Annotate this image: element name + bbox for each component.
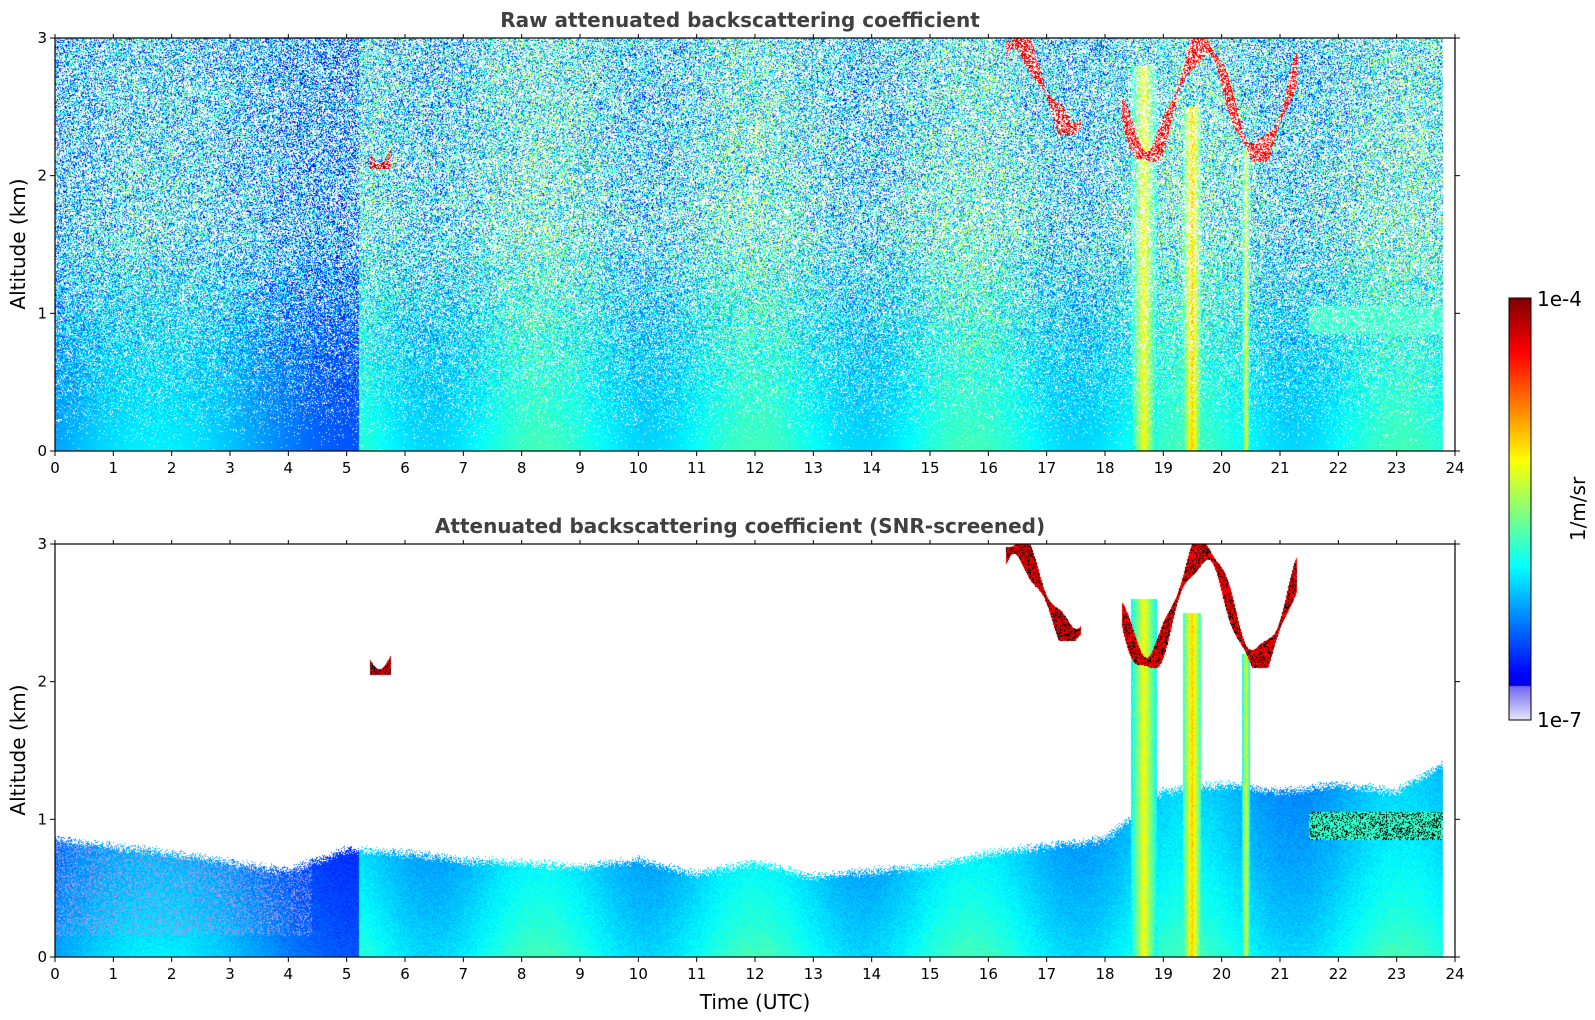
colorbar-max-label: 1e-4: [1537, 287, 1582, 311]
raw-x-tick-label: 19: [1154, 459, 1173, 477]
raw-x-tick-label: 14: [862, 459, 881, 477]
raw-backscatter-panel: Raw attenuated backscattering coefficien…: [6, 8, 1465, 477]
screened-x-tick-label: 19: [1154, 965, 1173, 983]
screened-x-axis: 0 1 2 3 4 5 6 7 8 9 10 11 12 13 14 15 16 17 18 19 20 21 22 23 24: [50, 540, 1465, 983]
raw-x-tick-label: 17: [1037, 459, 1056, 477]
raw-x-tick-label: 11: [687, 459, 706, 477]
colorbar: 1e-4 1e-7 1/m/sr: [1508, 287, 1590, 732]
raw-y-axis-label: Altitude (km): [6, 178, 30, 309]
screened-x-tick-label: 5: [342, 965, 352, 983]
screened-x-tick-label: 23: [1387, 965, 1406, 983]
screened-x-tick-label: 12: [745, 965, 764, 983]
raw-panel-title: Raw attenuated backscattering coefficien…: [500, 8, 980, 32]
raw-x-tick-label: 20: [1212, 459, 1231, 477]
screened-y-tick-label: 1: [37, 810, 47, 828]
raw-backscatter-heatmap: [55, 38, 1455, 451]
raw-x-tick-label: 10: [629, 459, 648, 477]
screened-y-axis: 0 1 2 3: [37, 535, 1460, 966]
raw-x-tick-label: 4: [284, 459, 294, 477]
screened-x-tick-label: 18: [1095, 965, 1114, 983]
screened-y-axis-label: Altitude (km): [6, 684, 30, 815]
raw-x-tick-label: 7: [459, 459, 469, 477]
screened-x-tick-label: 4: [284, 965, 294, 983]
screened-x-tick-label: 6: [400, 965, 410, 983]
screened-x-tick-label: 21: [1270, 965, 1289, 983]
raw-x-axis: 0 1 2 3 4 5 6 7 8 9 10 11 12 13 14 15 16 17 18 19 20 21 22 23 24: [50, 34, 1465, 477]
colorbar-label: 1/m/sr: [1566, 476, 1590, 541]
raw-x-tick-label: 9: [575, 459, 585, 477]
screened-x-tick-label: 2: [167, 965, 177, 983]
colorbar-frame: [1508, 297, 1532, 721]
screened-x-tick-label: 10: [629, 965, 648, 983]
screened-x-tick-label: 15: [920, 965, 939, 983]
raw-x-tick-label: 16: [979, 459, 998, 477]
screened-y-tick-label: 0: [37, 948, 47, 966]
screened-backscatter-heatmap: [55, 544, 1455, 957]
raw-x-tick-label: 21: [1270, 459, 1289, 477]
raw-x-tick-label: 12: [745, 459, 764, 477]
raw-y-tick-label: 1: [37, 304, 47, 322]
screened-x-tick-label: 13: [804, 965, 823, 983]
raw-x-tick-label: 8: [517, 459, 527, 477]
raw-x-tick-label: 1: [109, 459, 119, 477]
raw-x-tick-label: 23: [1387, 459, 1406, 477]
screened-x-tick-label: 7: [459, 965, 469, 983]
raw-y-axis: 0 1 2 3: [37, 29, 1460, 460]
raw-x-tick-label: 2: [167, 459, 177, 477]
screened-x-tick-label: 9: [575, 965, 585, 983]
raw-x-tick-label: 3: [225, 459, 235, 477]
screened-x-tick-label: 0: [50, 965, 60, 983]
screened-x-tick-label: 24: [1445, 965, 1464, 983]
screened-x-tick-label: 3: [225, 965, 235, 983]
colorbar-min-label: 1e-7: [1537, 708, 1582, 732]
raw-x-tick-label: 13: [804, 459, 823, 477]
screened-x-tick-label: 14: [862, 965, 881, 983]
screened-x-tick-label: 8: [517, 965, 527, 983]
x-axis-label: Time (UTC): [699, 990, 811, 1014]
raw-x-tick-label: 15: [920, 459, 939, 477]
colorbar-gradient: [1509, 298, 1531, 720]
raw-x-tick-label: 18: [1095, 459, 1114, 477]
screened-x-tick-label: 17: [1037, 965, 1056, 983]
screened-x-tick-label: 16: [979, 965, 998, 983]
raw-x-tick-label: 6: [400, 459, 410, 477]
screened-x-tick-label: 11: [687, 965, 706, 983]
raw-x-tick-label: 5: [342, 459, 352, 477]
screened-x-tick-label: 1: [109, 965, 119, 983]
raw-x-tick-label: 24: [1445, 459, 1464, 477]
raw-y-tick-label: 2: [37, 167, 47, 185]
screened-backscatter-panel: Attenuated backscattering coefficient (S…: [6, 514, 1465, 1014]
raw-y-tick-label: 3: [37, 29, 47, 47]
screened-x-tick-label: 22: [1329, 965, 1348, 983]
screened-panel-title: Attenuated backscattering coefficient (S…: [435, 514, 1045, 538]
raw-y-tick-label: 0: [37, 442, 47, 460]
raw-x-tick-label: 0: [50, 459, 60, 477]
screened-y-tick-label: 3: [37, 535, 47, 553]
raw-x-tick-label: 22: [1329, 459, 1348, 477]
screened-x-tick-label: 20: [1212, 965, 1231, 983]
screened-y-tick-label: 2: [37, 673, 47, 691]
